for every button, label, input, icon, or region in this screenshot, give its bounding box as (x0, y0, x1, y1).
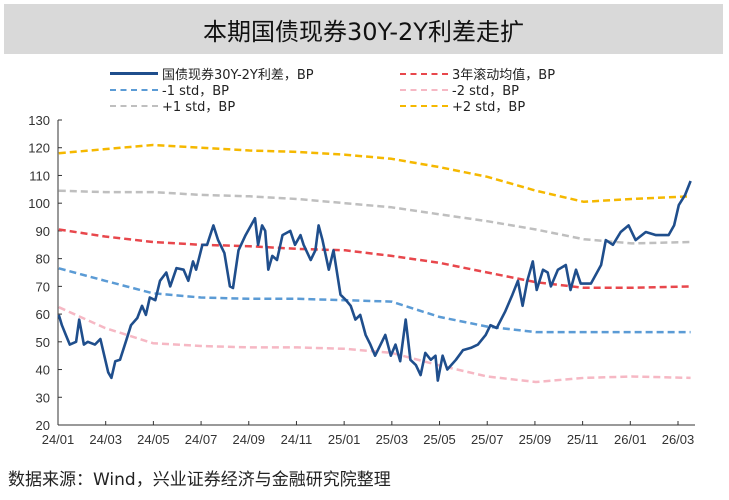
legend-label: -2 std，BP (452, 84, 519, 99)
legend-swatch (110, 72, 158, 75)
legend-swatch (110, 104, 158, 107)
minus1std-line (58, 267, 691, 334)
y-tick-label: 50 (36, 335, 50, 350)
plus1std-line (58, 189, 691, 245)
legend-swatch (400, 72, 448, 75)
y-tick-label: 70 (36, 279, 50, 294)
y-tick-label: 60 (36, 307, 50, 322)
x-tick-label: 25/03 (376, 432, 409, 447)
y-tick-label: 90 (36, 224, 50, 239)
chart-title: 本期国债现券30Y-2Y利差走扩 (203, 17, 524, 46)
legend-swatch (110, 88, 158, 91)
y-tick-label: 110 (29, 168, 50, 183)
y-tick-label: 80 (36, 252, 50, 267)
legend-label: 3年滚动均值，BP (452, 68, 556, 83)
spread-line (57, 180, 692, 382)
x-tick-label: 26/01 (614, 432, 647, 447)
x-tick-label: 25/11 (567, 432, 599, 447)
legend-label: -1 std，BP (162, 84, 229, 99)
legend-item-spread: 国债现券30Y-2Y利差，BP (110, 64, 314, 83)
x-tick-label: 25/09 (519, 432, 552, 447)
x-tick-label: 24/03 (89, 432, 122, 447)
source-note: 数据来源：Wind，兴业证券经济与金融研究院整理 (8, 470, 391, 490)
y-tick-label: 100 (28, 196, 50, 211)
legend-item-plus1std: +1 std，BP (110, 96, 235, 115)
mean-line (58, 228, 691, 290)
x-tick-label: 25/01 (328, 432, 361, 447)
y-tick-label: 40 (36, 363, 50, 378)
x-tick-label: 25/05 (423, 432, 456, 447)
chart-title-bar: 本期国债现券30Y-2Y利差走扩 (4, 4, 723, 54)
plus2std-line (58, 143, 691, 204)
x-tick-label: 26/03 (662, 432, 695, 447)
x-tick-label: 24/11 (281, 432, 313, 447)
legend-swatch (400, 88, 448, 91)
y-tick-label: 120 (28, 141, 50, 156)
legend-label: 国债现券30Y-2Y利差，BP (162, 68, 314, 83)
x-tick-label: 24/07 (185, 432, 218, 447)
legend-label: +1 std，BP (162, 100, 236, 115)
x-tick-label: 24/01 (42, 432, 75, 447)
y-tick-label: 20 (36, 418, 50, 433)
legend-label: +2 std，BP (452, 100, 526, 115)
y-tick-label: 130 (28, 113, 50, 128)
minus2std-line (58, 306, 691, 384)
x-tick-label: 24/09 (232, 432, 265, 447)
x-tick-label: 24/05 (137, 432, 170, 447)
x-tick-label: 25/07 (471, 432, 504, 447)
legend-item-plus2std: +2 std，BP (400, 96, 525, 115)
legend-item-mean: 3年滚动均值，BP (400, 64, 555, 83)
legend-item-minus2std: -2 std，BP (400, 80, 519, 99)
legend-item-minus1std: -1 std，BP (110, 80, 229, 99)
legend-swatch (400, 104, 448, 107)
y-tick-label: 30 (36, 390, 50, 405)
